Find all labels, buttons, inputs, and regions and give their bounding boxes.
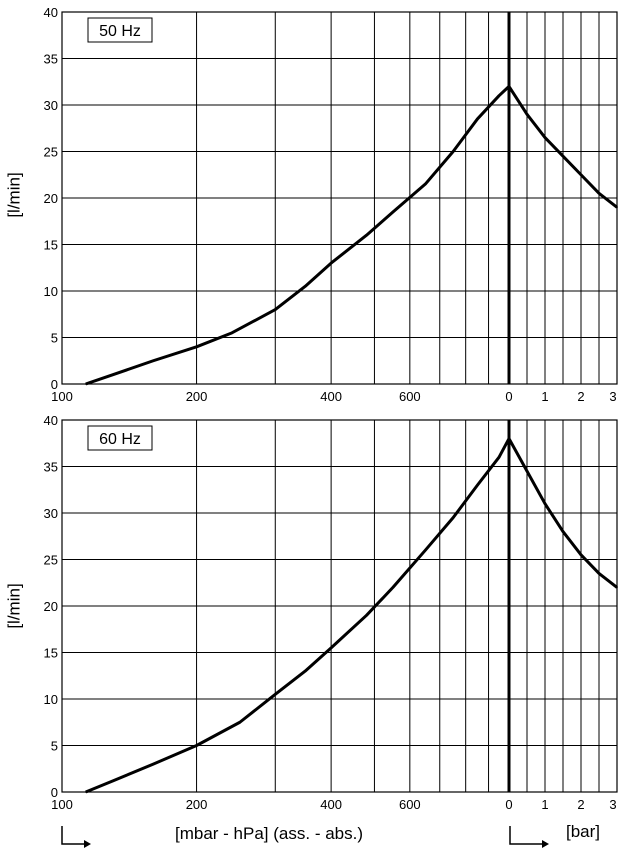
y-tick-label: 15 <box>44 646 58 661</box>
y-tick-label: 35 <box>44 52 58 67</box>
data-point <box>544 136 546 139</box>
data-point <box>544 502 546 505</box>
y-tick-label: 30 <box>44 506 58 521</box>
x-tick-label: 3 <box>609 389 616 404</box>
data-point <box>195 744 198 747</box>
data-point <box>195 346 198 348</box>
title-box <box>87 17 153 43</box>
chart-title: 50 Hz <box>99 23 141 40</box>
data-point <box>112 780 114 782</box>
title-box <box>87 425 153 451</box>
y-tick-label: 35 <box>44 460 58 475</box>
x-tick-label: 2 <box>577 389 584 404</box>
y-tick-label: 25 <box>44 553 58 568</box>
data-point <box>84 791 87 793</box>
x-tick-label: 3 <box>609 797 616 812</box>
x-tick-label: 100 <box>51 389 73 404</box>
y-tick-label: 40 <box>44 413 58 428</box>
data-point <box>476 118 479 120</box>
y-tick-label: 10 <box>44 284 58 299</box>
x-tick-label: 400 <box>320 389 342 404</box>
data-point <box>112 373 114 376</box>
x-tick-label: 200 <box>186 797 208 812</box>
y-tick-label: 0 <box>51 785 58 800</box>
data-point <box>526 113 528 116</box>
x-tick-label: 0 <box>505 797 512 812</box>
x-tick-label: 600 <box>399 797 421 812</box>
y-tick-label: 5 <box>51 331 58 346</box>
series-line <box>85 84 618 386</box>
data-point <box>304 285 306 288</box>
y-tick-label: 15 <box>44 238 58 253</box>
x-tick-label: 1 <box>541 389 548 404</box>
x-tick-label: 100 <box>51 797 73 812</box>
data-point <box>580 173 582 176</box>
data-point <box>365 234 368 236</box>
data-point <box>452 516 454 519</box>
data-point <box>508 85 510 88</box>
chart-title: 60 Hz <box>99 431 141 448</box>
y-axis-label-top: [l/min] <box>4 172 24 218</box>
data-point <box>392 586 394 589</box>
x-tick-label: 200 <box>186 389 208 404</box>
data-point <box>365 614 368 617</box>
data-point <box>304 670 306 672</box>
x-tick-label: 1 <box>541 797 548 812</box>
data-point <box>231 332 233 334</box>
vacuum-arrow-icon <box>61 826 91 848</box>
data-point <box>274 693 277 696</box>
y-tick-label: 30 <box>44 98 58 113</box>
data-point <box>562 530 564 533</box>
y-tick-label: 10 <box>44 692 58 707</box>
y-tick-label: 40 <box>44 5 58 20</box>
data-point <box>424 183 427 185</box>
x-tick-label: 600 <box>399 389 421 404</box>
y-tick-label: 0 <box>51 377 58 392</box>
pressure-arrow-icon <box>509 826 549 848</box>
plot-frame <box>61 419 618 793</box>
y-tick-label: 20 <box>44 191 58 206</box>
data-point <box>498 94 500 97</box>
data-point <box>152 359 155 362</box>
data-point <box>508 437 510 440</box>
x-axis-label-vacuum: [mbar - hPa] (ass. - abs.) <box>175 824 363 843</box>
data-point <box>330 262 332 264</box>
data-point <box>498 456 500 459</box>
data-point <box>598 572 600 575</box>
data-point <box>476 484 479 486</box>
series-line <box>85 437 618 794</box>
data-point <box>152 763 155 765</box>
data-point <box>598 192 600 195</box>
y-tick-label: 20 <box>44 599 58 614</box>
data-point <box>274 308 277 311</box>
x-tick-label: 2 <box>577 797 584 812</box>
data-point <box>424 549 427 551</box>
plot-frame <box>61 11 618 385</box>
y-axis-label-bottom: [l/min] <box>4 583 24 629</box>
y-tick-label: 5 <box>51 739 58 754</box>
y-tick-label: 25 <box>44 145 58 160</box>
x-axis-label-pressure: [bar] <box>566 822 601 841</box>
data-point <box>616 206 618 209</box>
x-tick-label: 0 <box>505 389 512 404</box>
data-point <box>562 155 564 157</box>
data-point <box>392 211 394 213</box>
data-point <box>84 383 87 385</box>
data-point <box>330 647 332 649</box>
data-point <box>526 470 528 472</box>
x-tick-label: 400 <box>320 797 342 812</box>
data-point <box>239 721 241 724</box>
data-point <box>616 586 618 589</box>
data-point <box>580 554 582 556</box>
data-point <box>452 150 454 153</box>
